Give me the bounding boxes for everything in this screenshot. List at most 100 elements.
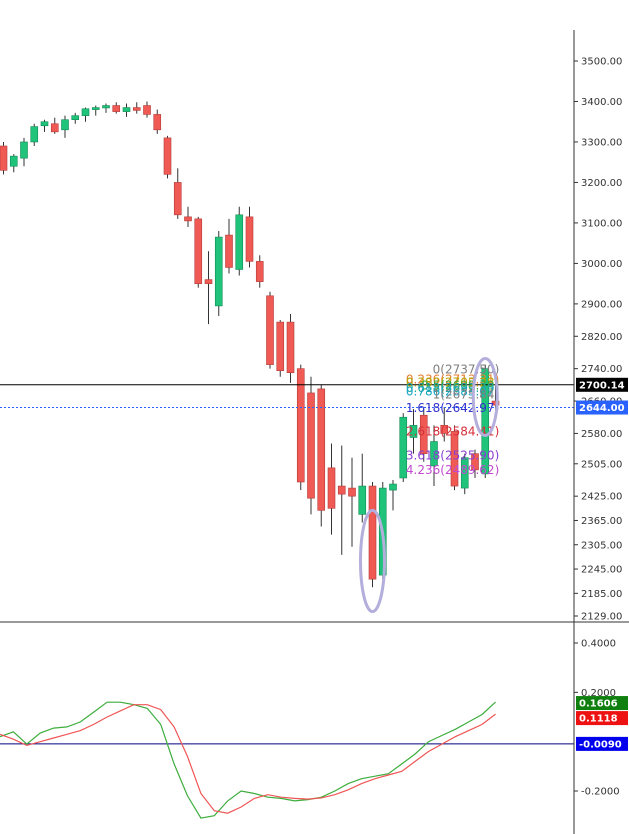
current-price-badge: 2644.00: [579, 403, 625, 414]
candle-body-down: [471, 453, 479, 471]
candle: [327, 443, 336, 535]
candle-body-down: [132, 107, 141, 111]
price-tick-label: 2129.00: [581, 612, 622, 623]
fib-level-label: 0(2737.50): [433, 363, 500, 377]
candle: [430, 425, 438, 487]
candle-body-down: [266, 295, 274, 365]
price-tick-label: 3400.00: [581, 97, 622, 108]
price-tick-label: 2245.00: [581, 565, 622, 576]
zero-line-badge-bg: [576, 736, 628, 751]
macd-axis-ticks: 0.4000 0.2000 -0.2000: [574, 639, 620, 798]
candle: [440, 407, 449, 442]
candle: [245, 206, 254, 268]
candle-body-down: [143, 105, 151, 115]
candle: [0, 141, 8, 175]
candle-body-down: [419, 414, 428, 454]
candle: [337, 445, 346, 555]
candle-body-up: [91, 107, 100, 110]
fib-level-label: 0.786(2683.07): [406, 385, 499, 399]
candle: [194, 216, 203, 288]
candle-body-up: [389, 483, 397, 491]
candle: [419, 409, 428, 462]
candle: [9, 154, 18, 173]
candle-body-down: [204, 279, 213, 284]
zero-line-badge: -0.0090: [579, 739, 622, 750]
macd-red-badge: 0.1118: [579, 714, 618, 725]
candle-body-down: [225, 234, 233, 268]
macd-tick-label: 0.4000: [581, 639, 616, 650]
candle-body-down: [327, 467, 336, 509]
price-axis-ticks: 3500.00 3400.00 3300.00 3200.00 3100.00 3000.…: [574, 57, 622, 623]
candle-body-down: [491, 400, 500, 406]
candle: [163, 135, 172, 179]
candle: [450, 425, 459, 491]
last-price-badge: 2700.14: [579, 380, 625, 391]
candle-body-up: [81, 108, 90, 116]
price-pane[interactable]: 3500.00 3400.00 3300.00 3200.00 3100.00 3000.…: [0, 57, 628, 623]
candle-body-down: [245, 216, 254, 262]
macd-tick-label: -0.2000: [581, 787, 620, 798]
candle-body-up: [102, 105, 110, 109]
candle-body-up: [409, 425, 418, 438]
price-tick-label: 3200.00: [581, 178, 622, 189]
candle: [132, 102, 141, 114]
candle-body-down: [173, 182, 182, 216]
price-lines: [0, 384, 574, 409]
macd-lines: [0, 701, 574, 819]
candle: [399, 413, 408, 483]
candle-body-down: [368, 485, 377, 580]
candle-body-up: [61, 119, 69, 131]
candle: [184, 206, 192, 227]
candle: [173, 168, 182, 219]
fib-level-label: 1(2675.84): [433, 388, 500, 402]
candle: [50, 117, 59, 134]
candle-body-down: [163, 137, 172, 175]
candle-body-down: [153, 114, 162, 131]
candle: [30, 123, 39, 147]
candle: [348, 457, 356, 547]
candle: [471, 449, 479, 478]
candle-body-down: [194, 218, 203, 284]
fib-labels: 0(2737.50)0.236(2713.31)0.382(2705.28)0.…: [406, 363, 499, 477]
candle-body-up: [214, 236, 223, 307]
candle-body-up: [358, 485, 367, 515]
fib-level-label: 0.5(2698.79): [421, 378, 499, 392]
candle-body-down: [450, 431, 459, 487]
candle-body-down: [286, 321, 295, 374]
macd-red-badge-bg: [576, 711, 628, 726]
candle-body-up: [9, 155, 18, 167]
candle-body-up: [122, 107, 131, 112]
candle-body-up: [430, 441, 438, 467]
candle: [307, 376, 315, 515]
candle: [112, 102, 121, 114]
candle: [409, 409, 418, 454]
price-tick-label: 2365.00: [581, 516, 622, 527]
candle-body-down: [184, 216, 192, 222]
candle: [266, 291, 274, 369]
candle: [286, 314, 295, 383]
fib-level-label: 4.236(2489.62): [406, 463, 499, 477]
macd-green-badge: 0.1606: [579, 699, 618, 710]
candle-body-up: [481, 368, 490, 475]
candle: [214, 231, 223, 317]
candle: [143, 101, 151, 118]
price-tick-label: 3500.00: [581, 57, 622, 68]
candle: [317, 384, 326, 527]
candle-body-down: [348, 487, 356, 497]
signal-line: [0, 704, 496, 814]
candle: [20, 137, 28, 167]
candle-body-up: [71, 115, 80, 120]
candle: [61, 115, 69, 138]
candle: [296, 364, 305, 491]
candle-body-down: [112, 105, 121, 112]
candle-body-down: [276, 321, 285, 371]
macd-pane[interactable]: 0.4000 0.2000 -0.2000 0.1606 0.1118 -0.0090: [0, 639, 628, 819]
price-tick-label: 2820.00: [581, 332, 622, 343]
candle: [368, 482, 377, 588]
price-tick-label: 2900.00: [581, 299, 622, 310]
highlight-ellipse: [471, 357, 499, 437]
candle: [481, 364, 490, 478]
candle: [102, 103, 110, 113]
candle: [81, 107, 90, 122]
